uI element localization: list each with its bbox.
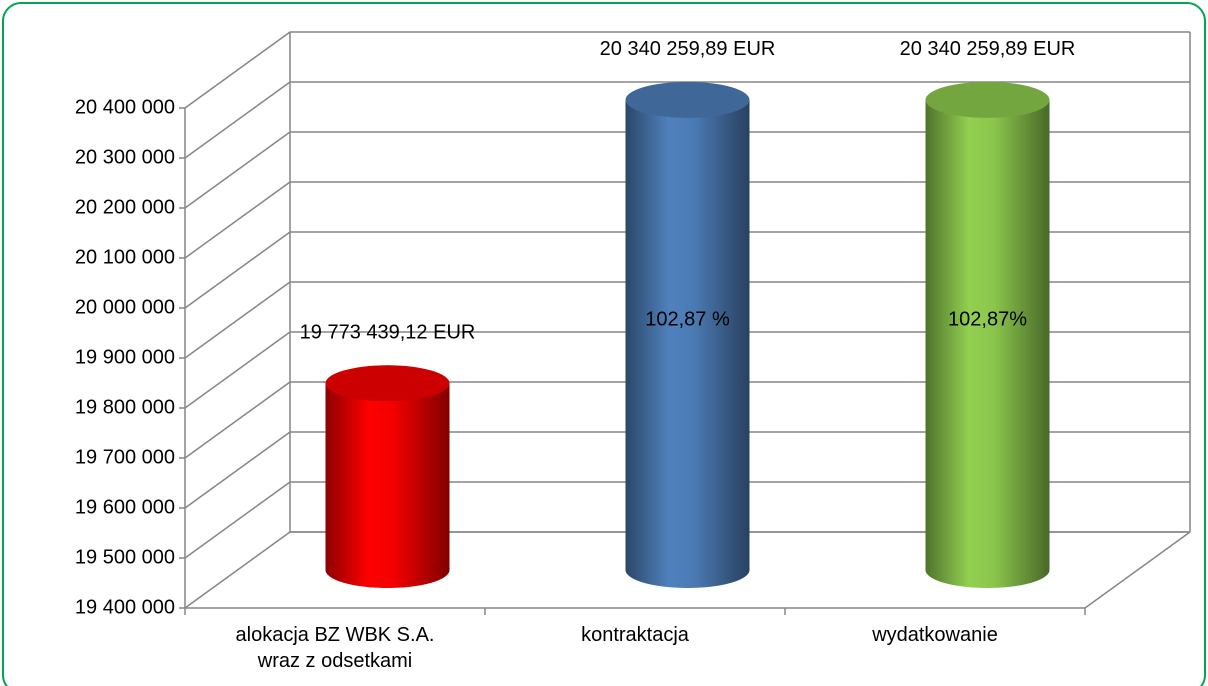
bar-shade bbox=[625, 99, 750, 588]
bar-shade bbox=[325, 383, 450, 588]
y-tick-label: 19 900 000 bbox=[75, 346, 175, 368]
value-label: 20 340 259,89 EUR bbox=[600, 38, 776, 60]
grid-line-side bbox=[184, 31, 291, 109]
y-tick-label: 19 700 000 bbox=[75, 446, 175, 468]
grid-line-side bbox=[184, 331, 291, 409]
bar-top-shade bbox=[925, 81, 1050, 118]
x-tick-label-box: wydatkowanie bbox=[872, 624, 998, 646]
floor-right bbox=[1084, 531, 1191, 609]
x-tick-label: wydatkowanie bbox=[872, 624, 998, 646]
y-tick-label: 20 000 000 bbox=[75, 296, 175, 318]
percent-label: 102,87 % bbox=[645, 308, 730, 330]
grid-line-side bbox=[184, 431, 291, 509]
bar-top bbox=[625, 81, 750, 118]
percent-label: 102,87% bbox=[948, 308, 1027, 330]
grid-line-side bbox=[184, 281, 291, 359]
x-tick-label-box: kontraktacja bbox=[581, 624, 689, 646]
y-tick-label: 19 800 000 bbox=[75, 396, 175, 418]
bar-top-shade bbox=[625, 81, 750, 118]
grid-line-side bbox=[184, 131, 291, 209]
y-tick-label: 20 300 000 bbox=[75, 146, 175, 168]
grid-line-side bbox=[184, 481, 291, 559]
y-tick-label: 19 400 000 bbox=[75, 596, 175, 618]
bar-shade bbox=[925, 99, 1050, 588]
value-label: 19 773 439,12 EUR bbox=[300, 322, 476, 344]
y-tick-label: 20 100 000 bbox=[75, 246, 175, 268]
y-tick-label: 19 600 000 bbox=[75, 496, 175, 518]
x-tick-label: alokacja BZ WBK S.A. wraz z odsetkami bbox=[235, 624, 435, 672]
grid-line-side bbox=[184, 381, 291, 459]
y-tick-label: 19 500 000 bbox=[75, 546, 175, 568]
bar-top bbox=[925, 81, 1050, 118]
bar-top bbox=[325, 365, 450, 402]
x-tick-label: kontraktacja bbox=[581, 624, 689, 646]
y-tick-label: 20 400 000 bbox=[75, 96, 175, 118]
grid-line-side bbox=[184, 181, 291, 259]
y-tick-label: 20 200 000 bbox=[75, 196, 175, 218]
x-tick-label-box: alokacja BZ WBK S.A. wraz z odsetkami bbox=[235, 624, 435, 672]
value-label: 20 340 259,89 EUR bbox=[900, 38, 1076, 60]
grid-line-side bbox=[184, 231, 291, 309]
grid-line-side bbox=[184, 531, 291, 609]
grid-line-side bbox=[184, 81, 291, 159]
bar-top-shade bbox=[325, 365, 450, 402]
